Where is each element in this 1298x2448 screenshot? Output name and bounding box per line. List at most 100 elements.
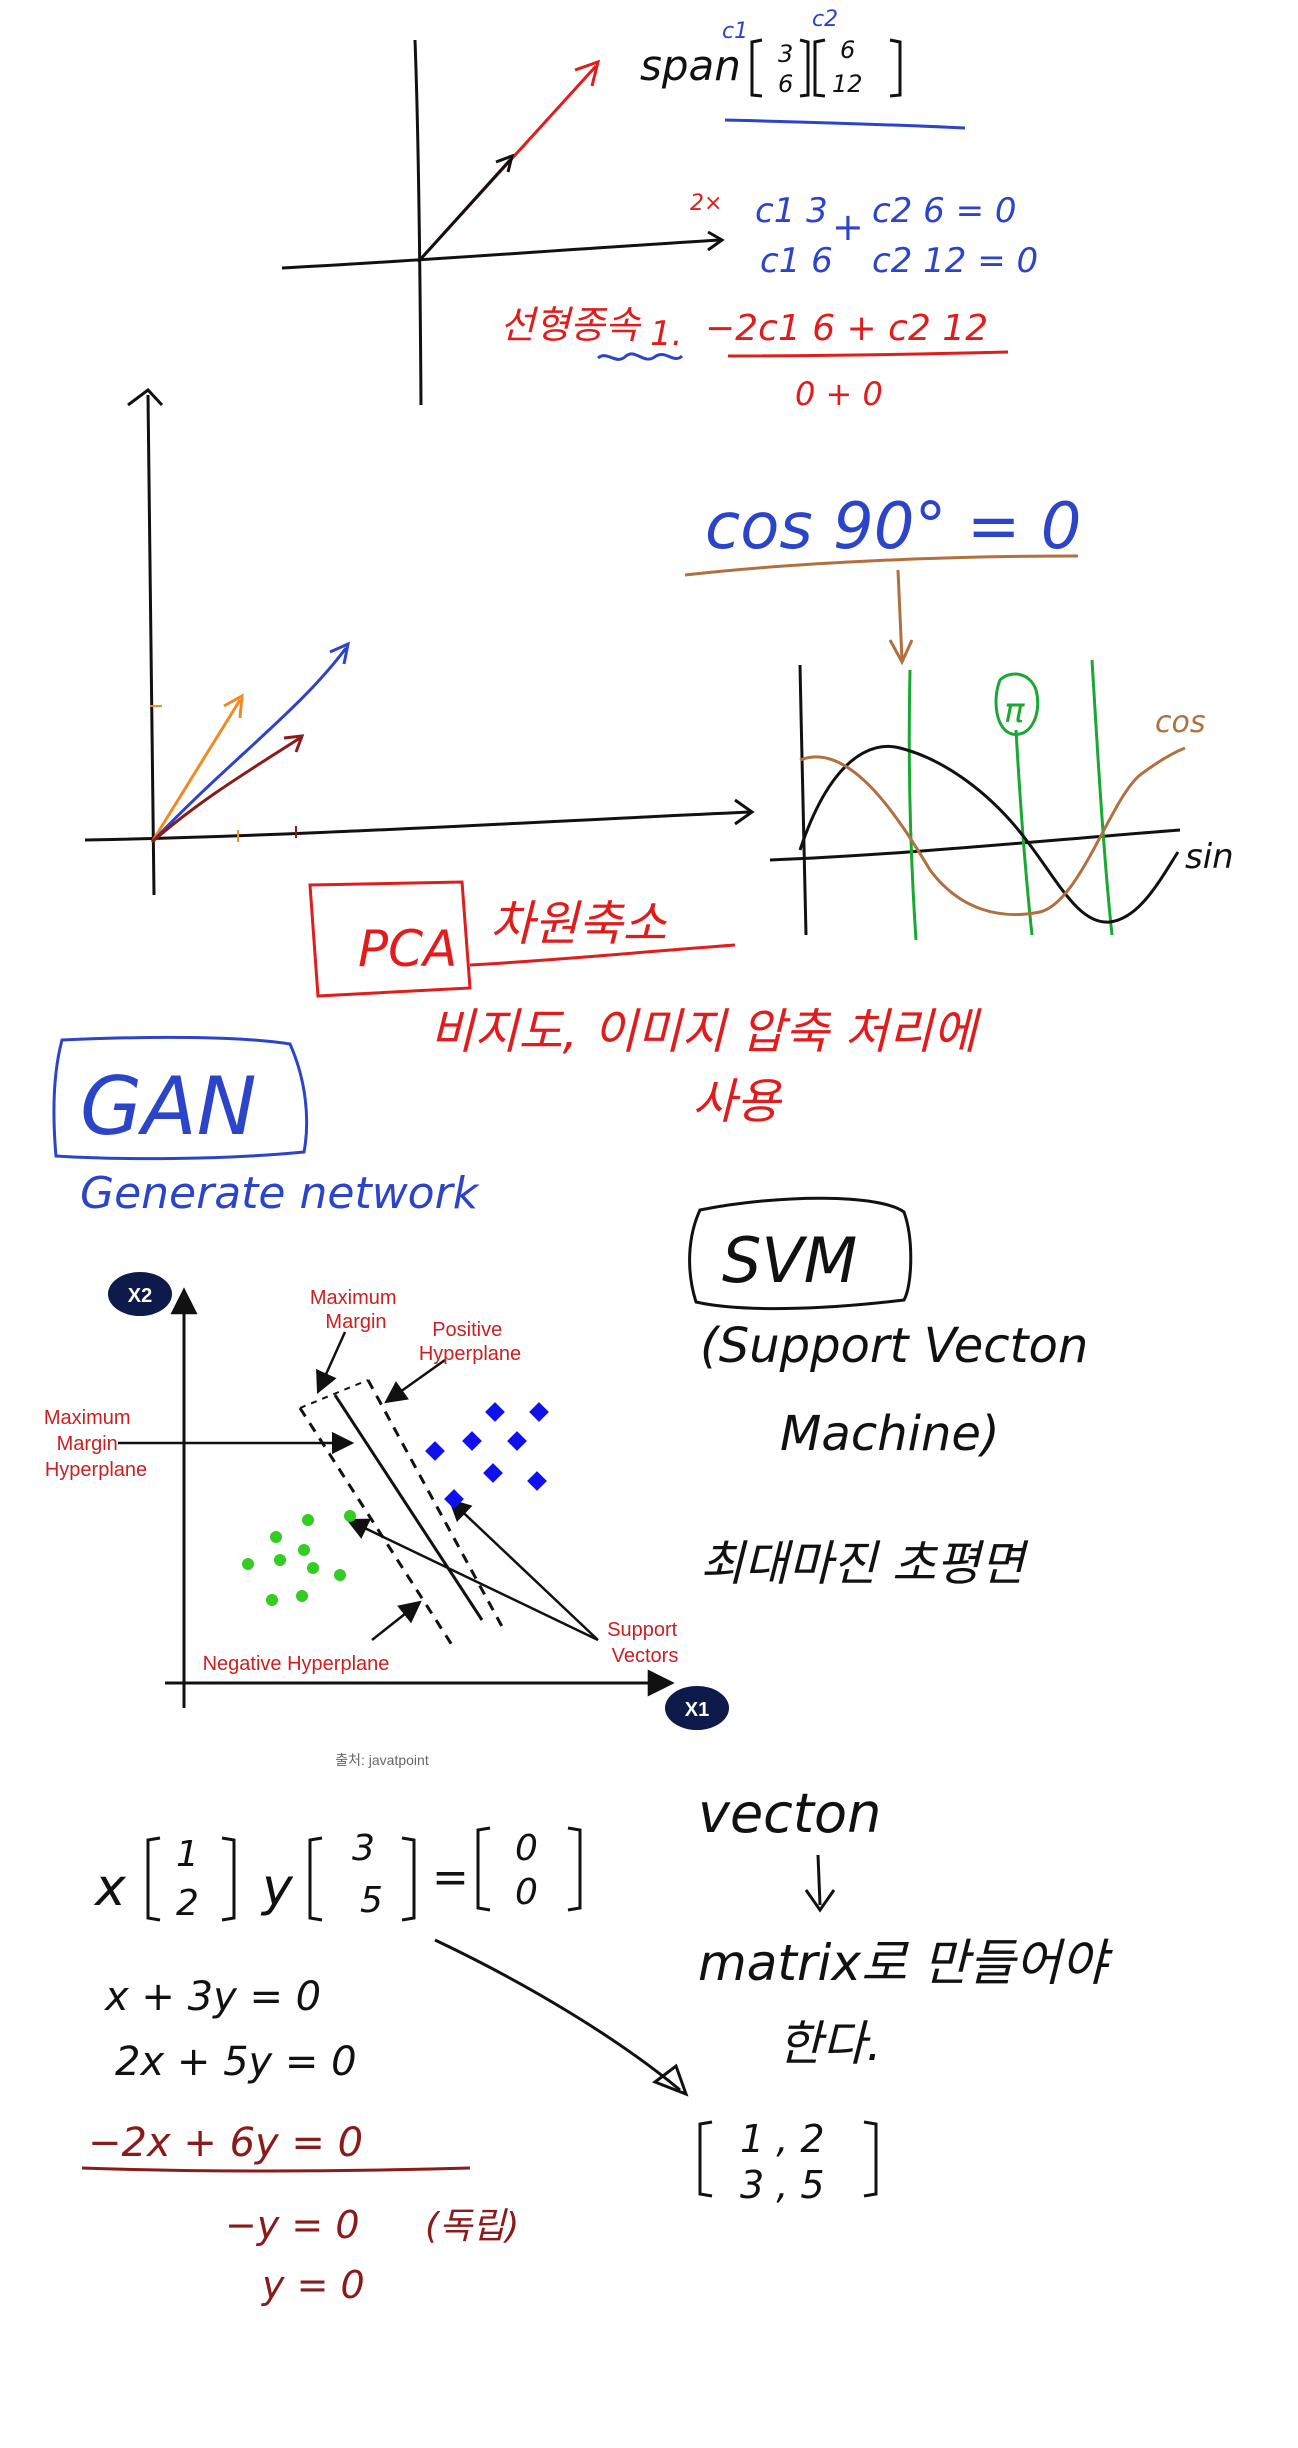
bracket-b-right xyxy=(401,1836,416,1922)
positive-hyperplane xyxy=(366,1379,507,1633)
eq1-left: c1 3 xyxy=(755,191,828,231)
green-point xyxy=(302,1514,314,1526)
pi-circle xyxy=(994,672,1040,736)
vector-black-1-head xyxy=(495,153,515,173)
bracket-a-left xyxy=(146,1836,161,1922)
blue-point xyxy=(462,1431,482,1451)
gan-subtitle: Generate network xyxy=(80,1168,480,1219)
svm-title: SVM xyxy=(722,1224,857,1297)
x-var: x xyxy=(93,1858,127,1918)
eq4-red: 0 + 0 xyxy=(795,375,883,413)
arrow-x-2 xyxy=(734,798,755,826)
bracket-z-right xyxy=(567,1826,582,1912)
bracket-a-right xyxy=(221,1836,236,1922)
arrow-y-2 xyxy=(127,387,164,407)
matrix-row2: 3 , 5 xyxy=(740,2163,825,2207)
span-underline xyxy=(724,118,966,130)
blue-point xyxy=(527,1471,547,1491)
section-cos-pca: cos 90° = 0 π cos sin PCA 차원축소 비지도, 이미지 … xyxy=(84,387,1234,1130)
x1-badge xyxy=(665,1686,729,1730)
span-v2-top: 6 xyxy=(840,36,855,64)
image-source: 출처: javatpoint xyxy=(335,1752,429,1768)
span-bracket-3 xyxy=(813,38,826,98)
vector-orange xyxy=(150,699,242,843)
arrow-sv-2 xyxy=(448,1498,599,1641)
pca-line2: 비지도, 이미지 압축 처리에 xyxy=(430,1004,983,1060)
mult-2x: 2× xyxy=(690,191,722,216)
cos-down-arrow-head xyxy=(888,639,914,666)
axis-x-1 xyxy=(281,238,721,270)
label-max-margin-hyperplane: Maximum Margin Hyperplane xyxy=(44,1407,147,1481)
span-c1: c1 xyxy=(722,19,748,44)
cos-down-arrow xyxy=(896,569,904,661)
green-point xyxy=(296,1590,308,1602)
blue-point xyxy=(444,1489,464,1509)
green-point xyxy=(334,1569,346,1581)
pca-label: PCA xyxy=(358,920,457,978)
vector-black-1 xyxy=(416,158,512,264)
green-point xyxy=(307,1562,319,1574)
blue-class-points xyxy=(425,1402,549,1509)
blue-point xyxy=(425,1441,445,1461)
eq-line1: x + 3y = 0 xyxy=(103,1974,321,2020)
a2: 2 xyxy=(176,1883,199,1924)
arrow-max-margin xyxy=(316,1331,347,1395)
span-bracket-1 xyxy=(750,38,763,98)
korean-linear-dependent: 선형종속 xyxy=(500,303,642,347)
axis-y-1 xyxy=(413,39,423,406)
cos-equation: cos 90° = 0 xyxy=(705,490,1082,564)
matrix-bracket-left xyxy=(698,2120,713,2198)
axis-x-2 xyxy=(84,810,751,842)
sin-label: sin xyxy=(1185,837,1234,877)
svm-diagram: X2 X1 xyxy=(44,1272,729,1768)
pca-box xyxy=(308,880,472,998)
wave-axis-y xyxy=(798,664,808,936)
svm-line1: (Support Vecton xyxy=(700,1318,1088,1374)
green-line-3 xyxy=(1090,659,1114,936)
span-word: span xyxy=(640,41,741,90)
korean-squiggle xyxy=(597,352,684,361)
green-point xyxy=(344,1510,356,1522)
svm-line3: 최대마진 초평면 xyxy=(700,1536,1029,1592)
eq-line2: 2x + 5y = 0 xyxy=(115,2039,357,2085)
eq-line4: −y = 0 xyxy=(225,2203,360,2247)
vector-maroon-head xyxy=(283,734,305,753)
green-point xyxy=(266,1594,278,1606)
matrix-bracket-right xyxy=(863,2120,878,2198)
pca-line3: 사용 xyxy=(692,1074,783,1130)
span-bracket-4 xyxy=(889,38,902,98)
a1: 1 xyxy=(176,1834,199,1875)
blue-point xyxy=(483,1463,503,1483)
arrow-positive xyxy=(384,1358,446,1404)
cos-label: cos xyxy=(1155,705,1205,740)
span-v2-bot: 12 xyxy=(832,70,863,98)
green-point xyxy=(270,1531,282,1543)
label-max-margin: Maximum Margin xyxy=(310,1287,402,1333)
x1-label: X1 xyxy=(685,1699,709,1721)
bracket-b-left xyxy=(308,1836,323,1922)
eq2-left: c1 6 xyxy=(760,241,833,281)
to-matrix-arrow-head xyxy=(651,2063,689,2097)
pca-korean: 차원축소 xyxy=(490,896,667,952)
green-point xyxy=(298,1544,310,1556)
to-matrix-arrow xyxy=(434,1938,681,2092)
cos-underline xyxy=(684,554,1079,577)
section-svm-note: SVM (Support Vecton Machine) 최대마진 초평면 xyxy=(688,1196,1088,1592)
pi-label: π xyxy=(1004,691,1025,731)
label-support-vectors: Support Vectors xyxy=(607,1619,683,1667)
pca-underline xyxy=(469,943,736,967)
b2: 5 xyxy=(360,1880,383,1921)
y-var: y xyxy=(260,1858,294,1918)
cos-curve xyxy=(799,746,1186,916)
span-v1-top: 3 xyxy=(778,40,793,68)
eq-line3: −2x + 6y = 0 xyxy=(88,2120,363,2166)
blue-point xyxy=(507,1431,527,1451)
z1: 0 xyxy=(515,1828,538,1869)
indep-note: (독립) xyxy=(425,2206,519,2247)
gan-title: GAN xyxy=(80,1060,257,1153)
vector-blue-head xyxy=(329,641,351,665)
gan-box xyxy=(52,1035,309,1161)
svm-box xyxy=(688,1196,913,1311)
b1: 3 xyxy=(352,1828,375,1869)
